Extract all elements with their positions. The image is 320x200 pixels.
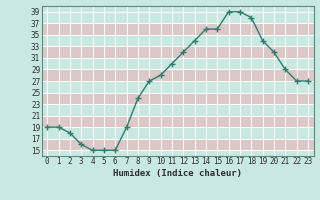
- X-axis label: Humidex (Indice chaleur): Humidex (Indice chaleur): [113, 169, 242, 178]
- Bar: [42, 104, 314, 116]
- Bar: [42, 69, 314, 81]
- Bar: [42, 127, 314, 139]
- Bar: [42, 58, 314, 69]
- Bar: [42, 46, 314, 58]
- Bar: [42, 23, 314, 35]
- Bar: [42, 35, 314, 46]
- Bar: [42, 116, 314, 127]
- Bar: [42, 12, 314, 23]
- Bar: [42, 139, 314, 150]
- Bar: [42, 93, 314, 104]
- Bar: [42, 81, 314, 93]
